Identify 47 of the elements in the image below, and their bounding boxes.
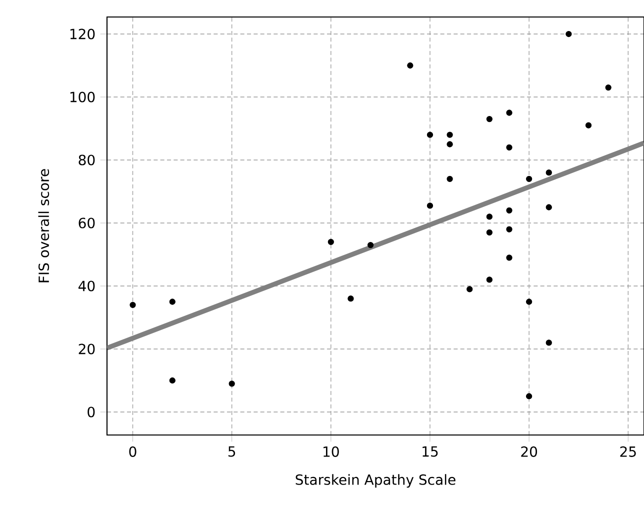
y-tick-label: 0 [88, 406, 95, 418]
point [486, 116, 493, 122]
y-tick-label: 20 [78, 344, 95, 354]
point [348, 296, 354, 302]
point [169, 377, 176, 384]
point [605, 84, 612, 91]
point [546, 170, 552, 176]
point [486, 214, 493, 220]
y-tick-label: 100 [70, 92, 95, 102]
point [506, 207, 512, 214]
point [446, 132, 453, 138]
point [466, 286, 473, 292]
point [506, 226, 512, 232]
y-tick-label: 40 [78, 280, 95, 292]
point [426, 202, 434, 209]
x-tick-label: 10 [324, 446, 339, 457]
point [526, 176, 532, 182]
point [446, 176, 453, 182]
point [328, 238, 334, 245]
point [446, 141, 453, 148]
point [426, 132, 434, 138]
point [367, 242, 374, 248]
point [506, 110, 512, 116]
y-axis-title: FIS overall score [38, 169, 50, 282]
point [169, 298, 176, 305]
x-tick-label: 15 [422, 446, 438, 457]
point [566, 30, 572, 38]
point [526, 393, 532, 400]
x-tick-label: 0 [129, 446, 136, 457]
point [506, 144, 512, 150]
point [486, 276, 493, 283]
x-tick-label: 25 [620, 446, 636, 457]
y-tick-label: 80 [78, 154, 95, 166]
point [486, 229, 493, 236]
y-tick-label: 60 [78, 218, 95, 228]
y-tick-label: 120 [70, 28, 95, 40]
point [506, 254, 512, 261]
point [407, 62, 414, 69]
x-axis-title: Starskein Apathy Scale [296, 474, 456, 488]
x-tick-label: 20 [521, 446, 538, 457]
point [546, 340, 552, 346]
point [130, 302, 136, 308]
x-tick-label: 5 [228, 446, 236, 457]
point [546, 204, 552, 210]
point [228, 380, 235, 387]
point [526, 298, 532, 305]
point [585, 122, 592, 128]
